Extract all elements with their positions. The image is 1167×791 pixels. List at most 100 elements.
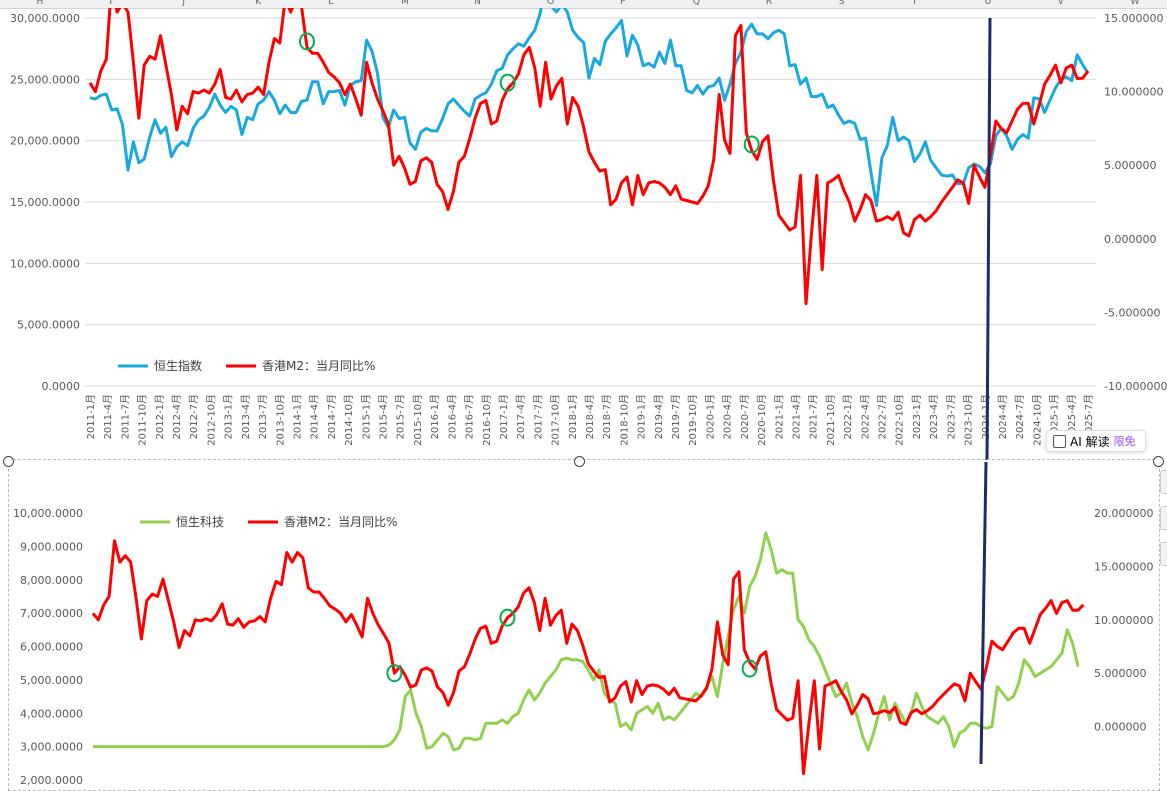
- column-header-letter: O: [547, 0, 555, 7]
- column-header-letter: K: [255, 0, 262, 7]
- column-header-letter: N: [474, 0, 481, 7]
- legend-label: 香港M2：当月同比%: [262, 359, 375, 373]
- x-axis-tick-label: 2023-7月: [945, 394, 957, 439]
- side-tab[interactable]: [1160, 470, 1167, 494]
- left-axis-tick-label: 10,000.0000: [13, 507, 83, 520]
- x-axis-tick-label: 2022-4月: [859, 394, 871, 439]
- x-axis-tick-label: 2021-1月: [773, 394, 785, 439]
- left-axis-tick-label: 30,000.0000: [10, 12, 80, 25]
- column-header-letter: R: [765, 0, 773, 7]
- right-axis-tick-label: 15.000000: [1094, 560, 1154, 573]
- left-axis-tick-label: 10,000.0000: [10, 257, 80, 270]
- column-header-letter: I: [109, 0, 113, 7]
- side-tab[interactable]: [1160, 506, 1167, 530]
- ai-interpret-label: AI 解读: [1070, 434, 1110, 449]
- right-axis-tick-label: 5.000000: [1094, 667, 1147, 680]
- x-axis-tick-label: 2016-1月: [429, 394, 441, 439]
- x-axis-tick-label: 2019-1月: [636, 394, 648, 439]
- column-header-letter: U: [984, 0, 992, 7]
- x-axis-tick-label: 2012-7月: [188, 394, 200, 439]
- resize-handle-top-left[interactable]: [3, 456, 14, 467]
- x-axis-tick-label: 2017-4月: [515, 394, 527, 439]
- x-axis-tick-label: 2015-10月: [412, 394, 424, 446]
- resize-handle-top-middle[interactable]: [574, 456, 585, 467]
- left-axis-tick-label: 8,000.0000: [20, 574, 83, 587]
- x-axis-tick-label: 2016-4月: [446, 394, 458, 439]
- x-axis-tick-label: 2013-10月: [274, 394, 286, 446]
- x-axis-tick-label: 2017-7月: [532, 394, 544, 439]
- x-axis-tick-label: 2021-10月: [825, 394, 837, 446]
- side-tab[interactable]: [1160, 542, 1167, 566]
- ai-interpret-button[interactable]: AI 解读 限免: [1046, 430, 1146, 452]
- x-axis-tick-label: 2022-10月: [894, 394, 906, 446]
- hsi-vs-m2-chart[interactable]: 0.0000 5,000.0000 10,000.0000 15,000.0000 20…: [0, 8, 1167, 460]
- annotation-circle: [743, 135, 760, 154]
- right-axis-tick-label: -5.000000: [1104, 306, 1160, 319]
- series-line: [89, 8, 1090, 208]
- right-axis-tick-label: 0.000000: [1104, 233, 1157, 246]
- annotation-circle: [741, 659, 758, 678]
- x-axis-tick-label: 2025-4月: [1066, 394, 1078, 439]
- divider-line: [979, 462, 988, 765]
- x-axis-tick-label: 2019-10月: [687, 394, 699, 446]
- x-axis-tick-label: 2018-10月: [618, 394, 630, 446]
- x-axis-tick-label: 2015-1月: [360, 394, 372, 439]
- x-axis-tick-label: 2016-10月: [481, 394, 493, 446]
- left-axis-tick-label: 4,000.0000: [20, 707, 83, 720]
- right-axis-tick-label: 0.000000: [1094, 721, 1147, 734]
- column-header-letter: H: [36, 0, 44, 7]
- left-axis-tick-label: 0.0000: [42, 380, 81, 393]
- left-axis-tick-label: 3,000.0000: [20, 741, 83, 754]
- right-side-tab-strip: [1160, 470, 1167, 610]
- column-header-letter: J: [182, 0, 185, 7]
- x-axis-tick-label: 2017-1月: [498, 394, 510, 439]
- right-axis-tick-label: -10.000000: [1104, 380, 1167, 393]
- x-axis-tick-label: 2018-7月: [601, 394, 613, 439]
- x-axis-tick-label: 2020-7月: [739, 394, 751, 439]
- column-header-letter: L: [328, 0, 334, 7]
- column-header-letter: P: [619, 0, 626, 7]
- x-axis-tick-label: 2025-7月: [1083, 394, 1095, 439]
- legend-label: 恒生科技: [176, 515, 224, 529]
- column-header-letter: S: [838, 0, 845, 7]
- x-axis-tick-label: 2017-10月: [550, 394, 562, 446]
- right-axis-tick-label: 15.000000: [1104, 12, 1164, 25]
- x-axis-tick-label: 2011-10月: [137, 394, 149, 446]
- x-axis-tick-label: 2015-4月: [378, 394, 390, 439]
- x-axis-tick-label: 2020-1月: [704, 394, 716, 439]
- right-axis-tick-label: 10.000000: [1104, 86, 1164, 99]
- x-axis-tick-label: 2012-4月: [171, 394, 183, 439]
- x-axis-tick-label: 2025-1月: [1049, 394, 1061, 439]
- annotation-circle: [499, 73, 516, 92]
- hstech-vs-m2-chart[interactable]: 2,000.0000 3,000.0000 4,000.0000 5,000.0000…: [0, 462, 1167, 790]
- x-axis-tick-label: 2020-10月: [756, 394, 768, 446]
- x-axis-tick-label: 2022-1月: [842, 394, 854, 439]
- x-axis-tick-label: 2023-10月: [963, 394, 975, 446]
- x-axis-tick-label: 2020-4月: [722, 394, 734, 439]
- right-axis-tick-label: 10.000000: [1094, 614, 1154, 627]
- x-axis-tick-label: 2024-4月: [997, 394, 1009, 439]
- x-axis-tick-label: 2018-4月: [584, 394, 596, 439]
- left-axis-tick-label: 15,000.0000: [10, 196, 80, 209]
- legend-label: 恒生指数: [154, 358, 202, 373]
- x-axis-tick-label: 2021-4月: [790, 394, 802, 439]
- series-line: [88, 8, 1090, 306]
- series-line: [91, 539, 1085, 776]
- x-axis-tick-label: 2021-7月: [808, 394, 820, 439]
- column-header-letter: T: [911, 0, 918, 7]
- left-axis-tick-label: 2,000.0000: [20, 774, 83, 787]
- resize-handle-top-right[interactable]: [1153, 456, 1164, 467]
- left-axis-tick-label: 5,000.0000: [20, 674, 83, 687]
- left-axis-tick-label: 7,000.0000: [20, 607, 83, 620]
- x-axis-tick-label: 2011-4月: [102, 394, 114, 439]
- x-axis-tick-label: 2018-1月: [567, 394, 579, 439]
- x-axis-tick-label: 2013-7月: [257, 394, 269, 439]
- annotation-circle: [386, 664, 403, 683]
- left-axis-tick-label: 20,000.0000: [10, 135, 80, 148]
- x-axis-tick-label: 2016-7月: [464, 394, 476, 439]
- x-axis-tick-label: 2012-1月: [154, 394, 166, 439]
- ai-sparkle-icon: [1053, 434, 1066, 448]
- left-axis-tick-label: 9,000.0000: [20, 540, 83, 553]
- annotation-circle: [298, 32, 315, 51]
- column-header-letter: W: [1130, 0, 1140, 7]
